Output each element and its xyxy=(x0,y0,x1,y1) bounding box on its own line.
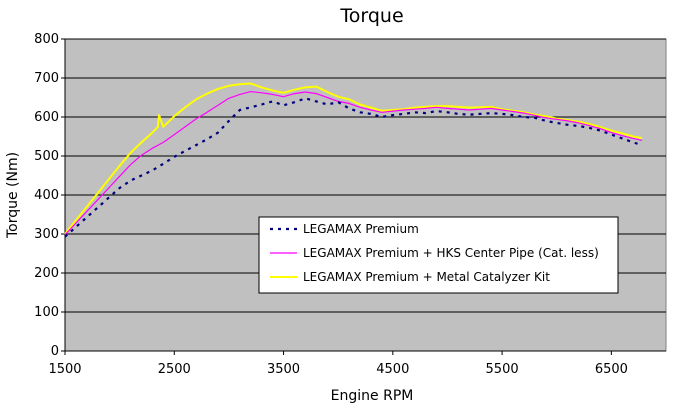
series-line-3 xyxy=(64,82,643,235)
legend: LEGAMAX Premium LEGAMAX Premium + HKS Cen… xyxy=(258,216,619,294)
series-line-1 xyxy=(64,97,643,238)
y-tick-label: 600 xyxy=(34,110,59,125)
series-group xyxy=(64,82,643,238)
x-tick-label: 1500 xyxy=(48,362,81,377)
x-axis-ticks: 1500 2500 3500 4500 5500 6500 xyxy=(48,351,628,377)
legend-label-2: LEGAMAX Premium + HKS Center Pipe (Cat. … xyxy=(303,246,599,260)
legend-label-1: LEGAMAX Premium xyxy=(303,222,419,236)
chart-title: Torque xyxy=(339,5,403,27)
y-tick-label: 800 xyxy=(34,32,59,47)
y-tick-label: 0 xyxy=(51,344,59,359)
y-tick-label: 700 xyxy=(34,71,59,86)
y-tick-label: 100 xyxy=(34,305,59,320)
x-tick-label: 5500 xyxy=(486,362,519,377)
y-tick-label: 200 xyxy=(34,266,59,281)
legend-box xyxy=(258,216,619,294)
y-axis-label: Torque (Nm) xyxy=(5,152,21,239)
y-tick-label: 500 xyxy=(34,149,59,164)
series-line-2 xyxy=(64,90,643,236)
x-tick-label: 6500 xyxy=(595,362,628,377)
x-tick-label: 2500 xyxy=(158,362,191,377)
y-tick-label: 300 xyxy=(34,227,59,242)
x-axis-label: Engine RPM xyxy=(331,388,414,404)
legend-label-3: LEGAMAX Premium + Metal Catalyzer Kit xyxy=(303,270,550,284)
x-tick-label: 4500 xyxy=(376,362,409,377)
x-tick-label: 3500 xyxy=(267,362,300,377)
y-axis-ticks: 0 100 200 300 400 500 600 700 800 xyxy=(34,32,65,359)
y-tick-label: 400 xyxy=(34,188,59,203)
